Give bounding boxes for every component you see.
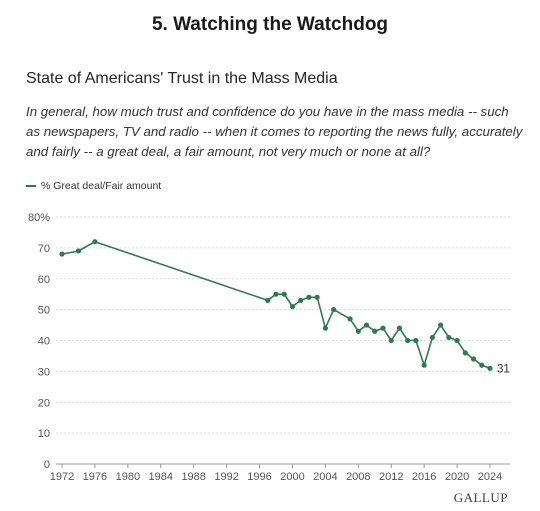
data-point bbox=[314, 294, 320, 300]
data-point bbox=[265, 297, 271, 303]
data-point bbox=[273, 291, 279, 297]
x-tick-label: 1972 bbox=[50, 471, 74, 483]
x-tick-label: 2000 bbox=[280, 471, 304, 483]
data-point bbox=[92, 239, 98, 245]
data-point bbox=[413, 337, 419, 344]
x-tick-label: 1984 bbox=[149, 471, 173, 483]
data-point bbox=[355, 328, 361, 334]
x-tick-label: 2016 bbox=[412, 471, 436, 483]
data-point bbox=[331, 307, 337, 313]
data-point bbox=[396, 325, 403, 331]
x-tick-label: 2012 bbox=[379, 471, 403, 483]
series-line bbox=[61, 240, 491, 370]
data-point bbox=[75, 248, 82, 254]
y-tick-label: 40 bbox=[38, 336, 50, 348]
data-point bbox=[298, 297, 304, 303]
y-tick-label: 30 bbox=[38, 366, 50, 378]
data-point bbox=[347, 316, 353, 322]
chart-legend: % Great deal/Fair amount bbox=[26, 180, 161, 192]
data-point bbox=[306, 294, 312, 300]
legend-label: % Great deal/Fair amount bbox=[41, 180, 162, 192]
data-point bbox=[462, 350, 468, 356]
data-point bbox=[363, 322, 370, 328]
data-point bbox=[59, 251, 65, 257]
y-tick-label: 20 bbox=[38, 397, 50, 409]
data-point bbox=[454, 337, 460, 344]
y-tick-label: 50 bbox=[38, 305, 50, 317]
end-value-label: 31 bbox=[497, 363, 510, 375]
x-tick-label: 2008 bbox=[346, 471, 370, 483]
chart-series: 31 bbox=[59, 239, 510, 375]
data-point bbox=[470, 356, 477, 362]
y-axis: 0 10 20 30 40 50 60 70 80% bbox=[28, 212, 50, 471]
y-tick-label: 80% bbox=[28, 212, 50, 224]
x-tick-label: 1996 bbox=[247, 471, 271, 483]
page-heading: 5. Watching the Watchdog bbox=[151, 14, 389, 35]
y-tick-label: 60 bbox=[38, 274, 50, 286]
x-tick-label: 1988 bbox=[181, 471, 205, 483]
data-point bbox=[421, 362, 427, 368]
data-point bbox=[380, 325, 386, 331]
data-point bbox=[446, 334, 452, 341]
x-tick-label: 2020 bbox=[445, 471, 469, 483]
data-point bbox=[388, 337, 394, 344]
data-point bbox=[487, 365, 493, 371]
y-tick-label: 10 bbox=[38, 428, 50, 440]
data-point bbox=[322, 325, 328, 331]
x-tick-label: 2004 bbox=[313, 471, 337, 483]
x-tick-label: 1992 bbox=[214, 471, 238, 483]
data-point bbox=[438, 322, 444, 328]
data-point bbox=[479, 362, 485, 368]
x-axis: 1972 1976 1980 1984 1988 1992 1996 2000 2004 2008… bbox=[50, 464, 502, 483]
x-tick-label: 1976 bbox=[83, 471, 107, 483]
chart-grid bbox=[56, 216, 510, 465]
y-tick-label: 70 bbox=[38, 243, 50, 255]
gallup-logo: GALLUP bbox=[453, 490, 508, 505]
data-point bbox=[289, 303, 296, 310]
x-tick-label: 1980 bbox=[116, 471, 140, 483]
data-point bbox=[405, 337, 411, 344]
data-point bbox=[429, 334, 435, 341]
x-tick-label: 2024 bbox=[478, 471, 502, 483]
chart-title: State of Americans' Trust in the Mass Me… bbox=[26, 70, 338, 87]
data-point bbox=[281, 291, 287, 297]
chart-subtitle: In general, how much trust and confidenc… bbox=[26, 104, 523, 159]
data-point bbox=[372, 328, 378, 334]
legend-swatch bbox=[26, 185, 36, 187]
y-tick-label: 0 bbox=[44, 459, 50, 471]
